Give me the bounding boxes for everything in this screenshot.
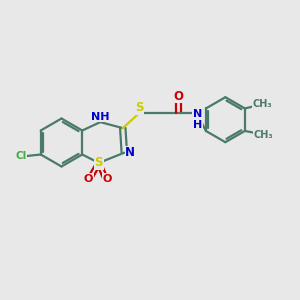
Text: O: O	[173, 89, 183, 103]
Text: S: S	[135, 101, 143, 114]
Text: N: N	[125, 146, 135, 159]
Text: O: O	[102, 173, 112, 184]
Text: O: O	[84, 173, 93, 184]
Text: NH: NH	[91, 112, 110, 122]
Text: N
H: N H	[193, 109, 202, 130]
Text: CH₃: CH₃	[253, 99, 272, 109]
Text: Cl: Cl	[16, 151, 27, 161]
Text: CH₃: CH₃	[253, 130, 273, 140]
Text: S: S	[94, 156, 103, 170]
